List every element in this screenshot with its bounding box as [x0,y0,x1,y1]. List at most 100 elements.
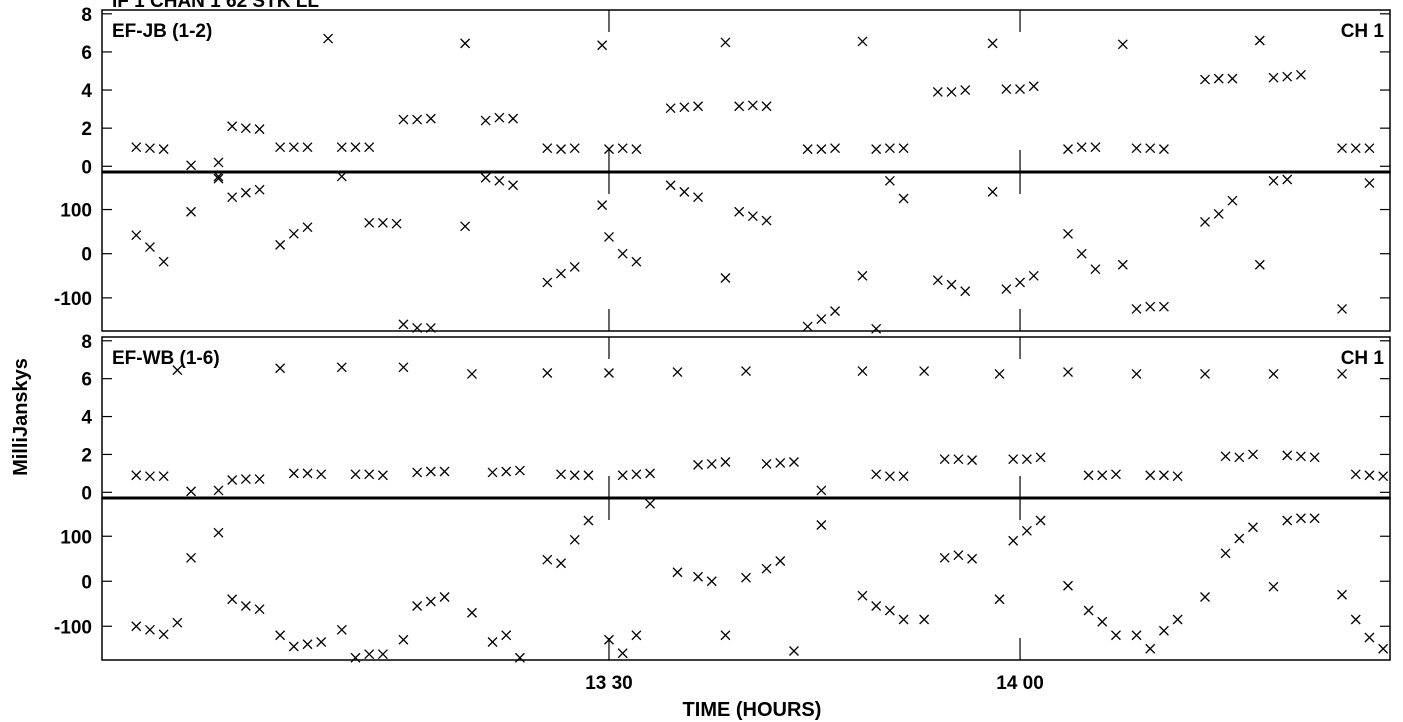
baseline-2-amplitude-point [186,486,197,497]
baseline-2-amplitude-point [919,366,930,377]
baseline-2-amplitude-point [1378,471,1389,482]
baseline-2-phase-point [1172,614,1183,625]
baseline-1-phase-point [275,239,286,250]
baseline-2-amplitude-point [439,466,450,477]
baseline-1-phase-point [494,175,505,186]
y-axis-title: MilliJanskys [10,358,32,476]
baseline-1-amplitude-point [288,142,299,153]
baseline-1-amplitude-point [460,38,471,49]
baseline-2-amplitude-point [1364,470,1375,481]
baseline-1-phase-point [631,256,642,267]
baseline-2-amplitude-point [1083,470,1094,481]
baseline-1-phase-point [693,192,704,203]
baseline-2-amplitude-point [556,469,566,480]
baseline-1-phase-point [871,323,882,334]
baseline-2-phase-point [871,601,882,611]
baseline-2-amplitude-point [871,469,882,480]
baseline-2-amplitude-point [1309,452,1320,463]
baseline-1-amplitude-point [898,143,909,154]
baseline-2-amplitude-point [131,470,142,481]
baseline-2-phase-point [1337,589,1347,600]
baseline-1-amplitude-point [1295,69,1306,80]
baseline-2-amplitude-point [501,466,512,477]
baseline-1-amplitude-point [1117,39,1128,50]
baseline-2-amplitude-panel: 8 6 4 2 0 EF-WB (1-6) CH 1 [81,332,1391,504]
baseline-1-amplitude-point [761,101,772,112]
baseline-2-phase-point [213,527,224,538]
baseline-1-phase-point [144,242,155,253]
baseline-1-phase-point [542,277,553,288]
baseline-1-amplitude-point [323,33,334,44]
baseline-2-amplitude-point [884,471,895,482]
baseline-2-phase-point [617,648,628,659]
baseline-1-amplitude-panel: 8 6 4 2 0 EF-JB (1-2) CH 1 [81,5,1391,178]
baseline-1-amplitude-y-tick-label: 8 [81,5,92,26]
baseline-2-phase-point [1021,525,1032,536]
baseline-1-amplitude-point [1213,73,1224,84]
baseline-2-phase-point [1131,630,1142,641]
baseline-2-phase-point [1083,605,1094,616]
baseline-1-phase-point [1063,228,1073,239]
baseline-2-phase-y-tick-label: 0 [81,572,92,593]
baseline-2-amplitude-point [144,471,155,482]
baseline-2-amplitude-point [693,459,704,470]
baseline-2-amplitude-point [645,468,656,479]
baseline-2-phase-point [1295,513,1306,524]
baseline-2-phase-point [1248,522,1258,533]
baseline-2-phase-point [350,652,361,663]
baseline-2-phase-point [412,601,423,611]
baseline-2-phase-point [514,652,525,663]
baseline-1-amplitude-point [542,143,553,154]
baseline-1-phase-point [960,286,971,297]
baseline-1-phase-panel: 100 0 -100 [54,171,1391,334]
channel-label: CH 1 [1341,21,1385,42]
baseline-2-phase-point [302,639,313,650]
baseline-1-amplitude-point [932,86,943,97]
baseline-2-phase-point [1158,625,1169,636]
baseline-1-phase-point [946,279,957,290]
baseline-2-phase-point [288,641,299,652]
baseline-2-phase-point [144,624,155,635]
baseline-2-amplitude-point [953,454,964,465]
baseline-1-phase-frame [101,171,1391,332]
baseline-1-amplitude-point [412,114,423,125]
baseline-1-amplitude-point [946,86,957,97]
baseline-1-phase-point [508,180,519,191]
baseline-1-phase-point [604,231,614,242]
baseline-2-phase-point [1111,630,1121,641]
baseline-1-phase-point [364,217,375,228]
baseline-1-phase-point [1254,259,1265,270]
x-tick-label: 13 30 [585,673,633,694]
baseline-2-phase-point [1350,614,1361,625]
baseline-1-phase-point [186,206,197,217]
baseline-1-amplitude-point [480,115,491,126]
baseline-1-phase-point [1015,277,1025,288]
baseline-1-phase-point [227,192,238,203]
baseline-1-amplitude-point [398,114,409,125]
baseline-1-phase-point [480,172,491,183]
baseline-1-phase-point [425,322,436,333]
baseline-1-amplitude-point [556,144,566,155]
baseline-1-phase-point [1090,264,1101,275]
baseline-1-amplitude-point [1001,84,1012,95]
baseline-1-amplitude-point [665,103,676,114]
baseline-2-phase-point [487,637,498,647]
baseline-1-phase-point [617,248,628,259]
baseline-2-amplitude-point [741,366,751,377]
baseline-1-phase-point [720,273,731,283]
baseline-2-phase-point [631,630,642,641]
baseline-1-phase-point [1227,195,1238,206]
baseline-2-amplitude-point [240,474,251,485]
baseline-1-amplitude-y-tick-label: 4 [81,81,92,102]
baseline-2-amplitude-y-tick-label: 8 [81,332,92,353]
baseline-2-phase-point [398,634,409,645]
baseline-2-phase-point [706,576,717,587]
baseline-1-amplitude-point [720,37,731,48]
baseline-1-amplitude-point [186,160,197,171]
baseline-2-amplitude-point [1282,450,1293,461]
baseline-1-amplitude-point [302,142,313,153]
baseline-2-amplitude-y-tick-label: 6 [81,370,92,391]
baseline-1-amplitude-point [131,142,142,153]
baseline-2-phase-point [1234,533,1245,544]
